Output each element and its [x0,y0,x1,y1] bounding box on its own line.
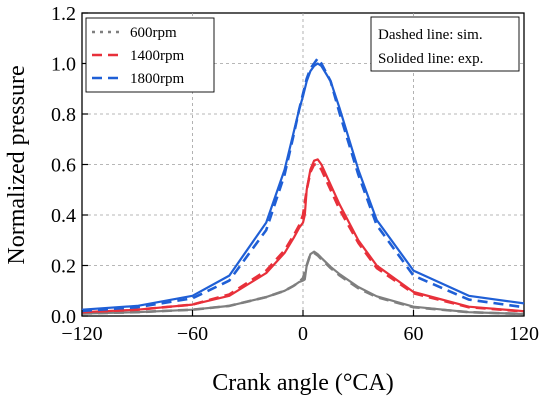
series-line-600rpm-solid [81,250,525,316]
y-tick-label: 0.4 [51,205,76,227]
y-tick-label: 0.2 [51,256,76,278]
y-tick-label: 1.2 [51,3,76,25]
x-tick-label: 0 [298,323,308,345]
x-tick-label: −120 [61,323,102,345]
series-line-1400rpm-dashed [81,163,525,314]
x-tick-label: 60 [404,323,424,345]
legend-label: 600rpm [130,25,177,41]
note-box: Dashed line: sim. Solided line: exp. [370,16,520,72]
series-line-1400rpm-solid [81,158,525,314]
y-tick-label: 0.6 [51,155,76,177]
legend-label: 1800rpm [130,71,184,87]
note-exp: Solided line: exp. [378,51,483,67]
axis-ticks: −120 −60 0 60 120 0.0 0.2 0.4 0.6 0.8 1.0 1.2 [51,3,539,345]
y-axis-title: Normalized pressure [4,65,30,264]
y-tick-label: 0.8 [51,104,76,126]
legend-label: 1400rpm [130,48,184,64]
legend: 600rpm 1400rpm 1800rpm [85,17,215,93]
x-tick-label: 120 [509,323,539,345]
y-tick-label: 0.0 [51,306,76,328]
y-tick-label: 1.0 [51,54,76,76]
series-layer [81,57,525,316]
legend-items: 600rpm 1400rpm 1800rpm [92,25,184,87]
legend-box [85,17,215,93]
note-frame [370,16,520,72]
note-sim: Dashed line: sim. [378,27,483,43]
x-tick-label: −60 [177,323,208,345]
series-line-1800rpm-solid [81,62,525,311]
x-axis-title: Crank angle (°CA) [212,370,394,396]
